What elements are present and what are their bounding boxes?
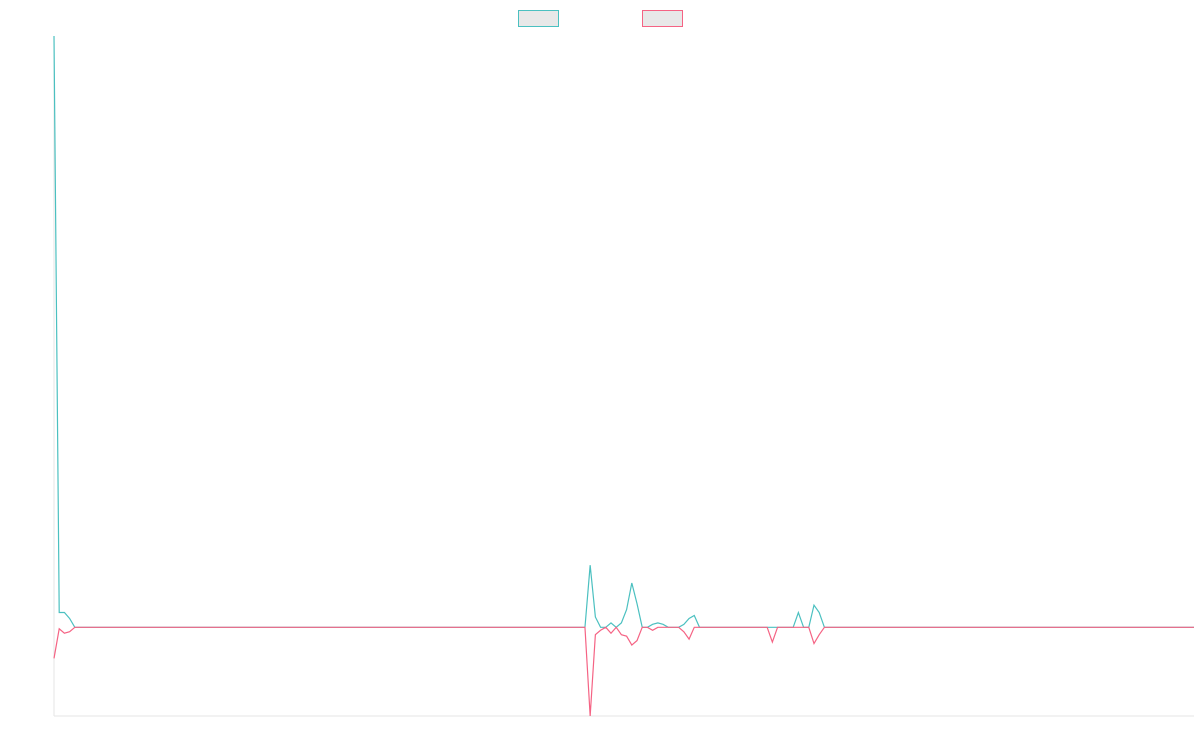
- axes: [53, 36, 1194, 717]
- series-line-1: [53, 626, 1194, 717]
- legend-swatch-0[interactable]: [518, 10, 559, 27]
- legend-swatch-1[interactable]: [642, 10, 683, 27]
- series-line-0: [53, 35, 1194, 629]
- legend[interactable]: [518, 10, 683, 27]
- plot-area: [53, 35, 1194, 717]
